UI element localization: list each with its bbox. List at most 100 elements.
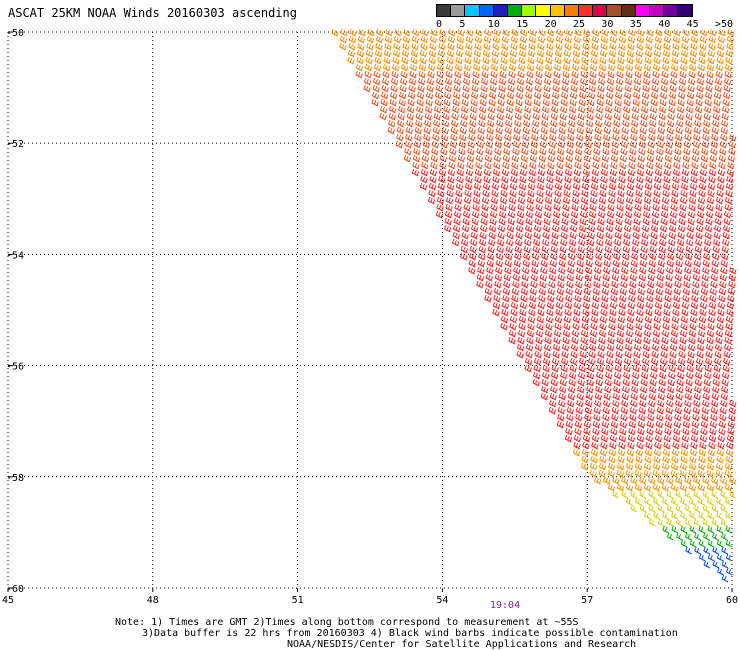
wind-barb bbox=[713, 98, 721, 107]
wind-barb bbox=[572, 49, 581, 58]
wind-barb bbox=[549, 266, 557, 275]
wind-barb bbox=[408, 77, 417, 86]
wind-barb bbox=[717, 308, 725, 317]
wind-barb bbox=[601, 287, 610, 296]
wind-barb bbox=[729, 476, 737, 485]
wind-barb bbox=[665, 280, 673, 289]
wind-barb bbox=[586, 252, 594, 261]
wind-barb bbox=[589, 469, 597, 478]
wind-barb bbox=[494, 280, 502, 289]
wind-barb bbox=[699, 168, 708, 177]
wind-barb bbox=[726, 35, 735, 44]
wind-barb bbox=[675, 490, 683, 499]
wind-barb bbox=[427, 70, 435, 79]
wind-barb bbox=[662, 448, 671, 457]
wind-barb bbox=[577, 245, 585, 254]
wind-barb bbox=[399, 77, 408, 86]
wind-barb bbox=[497, 98, 505, 107]
wind-barb bbox=[708, 168, 717, 177]
wind-barb bbox=[656, 406, 665, 415]
wind-barb bbox=[645, 175, 653, 184]
wind-barb bbox=[589, 196, 598, 205]
wind-barb bbox=[479, 224, 488, 233]
wind-barb bbox=[505, 252, 513, 261]
wind-barb bbox=[628, 28, 636, 37]
wind-barb bbox=[661, 203, 669, 212]
wind-barb bbox=[600, 308, 608, 317]
wind-barb bbox=[657, 266, 665, 275]
wind-barb bbox=[520, 28, 528, 37]
wind-barb bbox=[541, 385, 549, 394]
wind-barb bbox=[572, 315, 581, 324]
wind-barb bbox=[589, 203, 597, 212]
wind-barb bbox=[714, 350, 722, 359]
wind-barb bbox=[720, 259, 729, 268]
wind-barb bbox=[534, 210, 543, 219]
wind-barb bbox=[564, 168, 573, 177]
wind-barb bbox=[581, 49, 590, 58]
wind-barb bbox=[633, 343, 642, 352]
wind-barb bbox=[568, 112, 576, 121]
wind-barb bbox=[679, 196, 688, 205]
axes: 45 48 51 54 57 60-50-52-54-56-58-60 bbox=[2, 28, 738, 606]
wind-barb bbox=[514, 252, 522, 261]
wind-barb bbox=[609, 434, 618, 443]
wind-barb bbox=[472, 203, 480, 212]
wind-barb bbox=[433, 119, 441, 128]
wind-barb bbox=[697, 329, 706, 338]
wind-barb bbox=[532, 238, 541, 247]
wind-barb bbox=[679, 336, 687, 345]
wind-barb bbox=[521, 140, 530, 149]
wind-barb bbox=[611, 147, 619, 156]
wind-barb bbox=[555, 308, 563, 317]
wind-barb bbox=[648, 399, 656, 408]
wind-barb bbox=[593, 406, 602, 415]
wind-barb bbox=[559, 238, 568, 247]
wind-barb bbox=[680, 49, 689, 58]
wind-barb bbox=[707, 511, 714, 520]
wind-barb bbox=[449, 147, 457, 156]
wind-barb bbox=[698, 511, 705, 520]
wind-barb bbox=[510, 301, 519, 310]
wind-barb bbox=[625, 63, 634, 72]
wind-barb bbox=[719, 280, 727, 289]
wind-barb bbox=[448, 28, 456, 37]
wind-barb bbox=[680, 448, 689, 457]
wind-barb bbox=[454, 63, 463, 72]
wind-barb bbox=[403, 154, 412, 163]
wind-barb bbox=[617, 56, 625, 65]
wind-barb bbox=[494, 147, 502, 156]
wind-barb bbox=[563, 322, 571, 331]
wind-barb bbox=[658, 119, 666, 128]
wind-barb bbox=[456, 42, 464, 51]
wind-barb bbox=[538, 294, 546, 303]
wind-barb bbox=[605, 98, 613, 107]
wind-barb bbox=[721, 532, 728, 541]
wind-barb bbox=[641, 231, 649, 240]
wind-barb bbox=[728, 147, 736, 156]
wind-barb bbox=[631, 385, 639, 394]
wind-barb bbox=[537, 35, 546, 44]
wind-barb bbox=[388, 119, 396, 128]
wind-barb bbox=[671, 322, 679, 331]
wind-barb bbox=[657, 476, 665, 485]
wind-barb bbox=[524, 105, 532, 114]
wind-barb bbox=[446, 182, 455, 191]
wind-barb bbox=[652, 497, 660, 506]
wind-barb bbox=[575, 140, 584, 149]
wind-barb bbox=[536, 189, 544, 198]
wind-barb bbox=[487, 112, 495, 121]
wind-barb bbox=[702, 392, 710, 401]
wind-barb bbox=[716, 511, 723, 520]
wind-barb bbox=[715, 196, 724, 205]
wind-barb bbox=[668, 224, 677, 233]
wind-barb bbox=[483, 175, 491, 184]
wind-barb bbox=[628, 427, 636, 436]
wind-barb bbox=[668, 231, 676, 240]
wind-barb bbox=[390, 77, 399, 86]
wind-barb bbox=[703, 378, 711, 387]
x-tick-label: 45 bbox=[2, 595, 14, 606]
wind-barb bbox=[399, 84, 407, 93]
wind-barb bbox=[671, 56, 679, 65]
